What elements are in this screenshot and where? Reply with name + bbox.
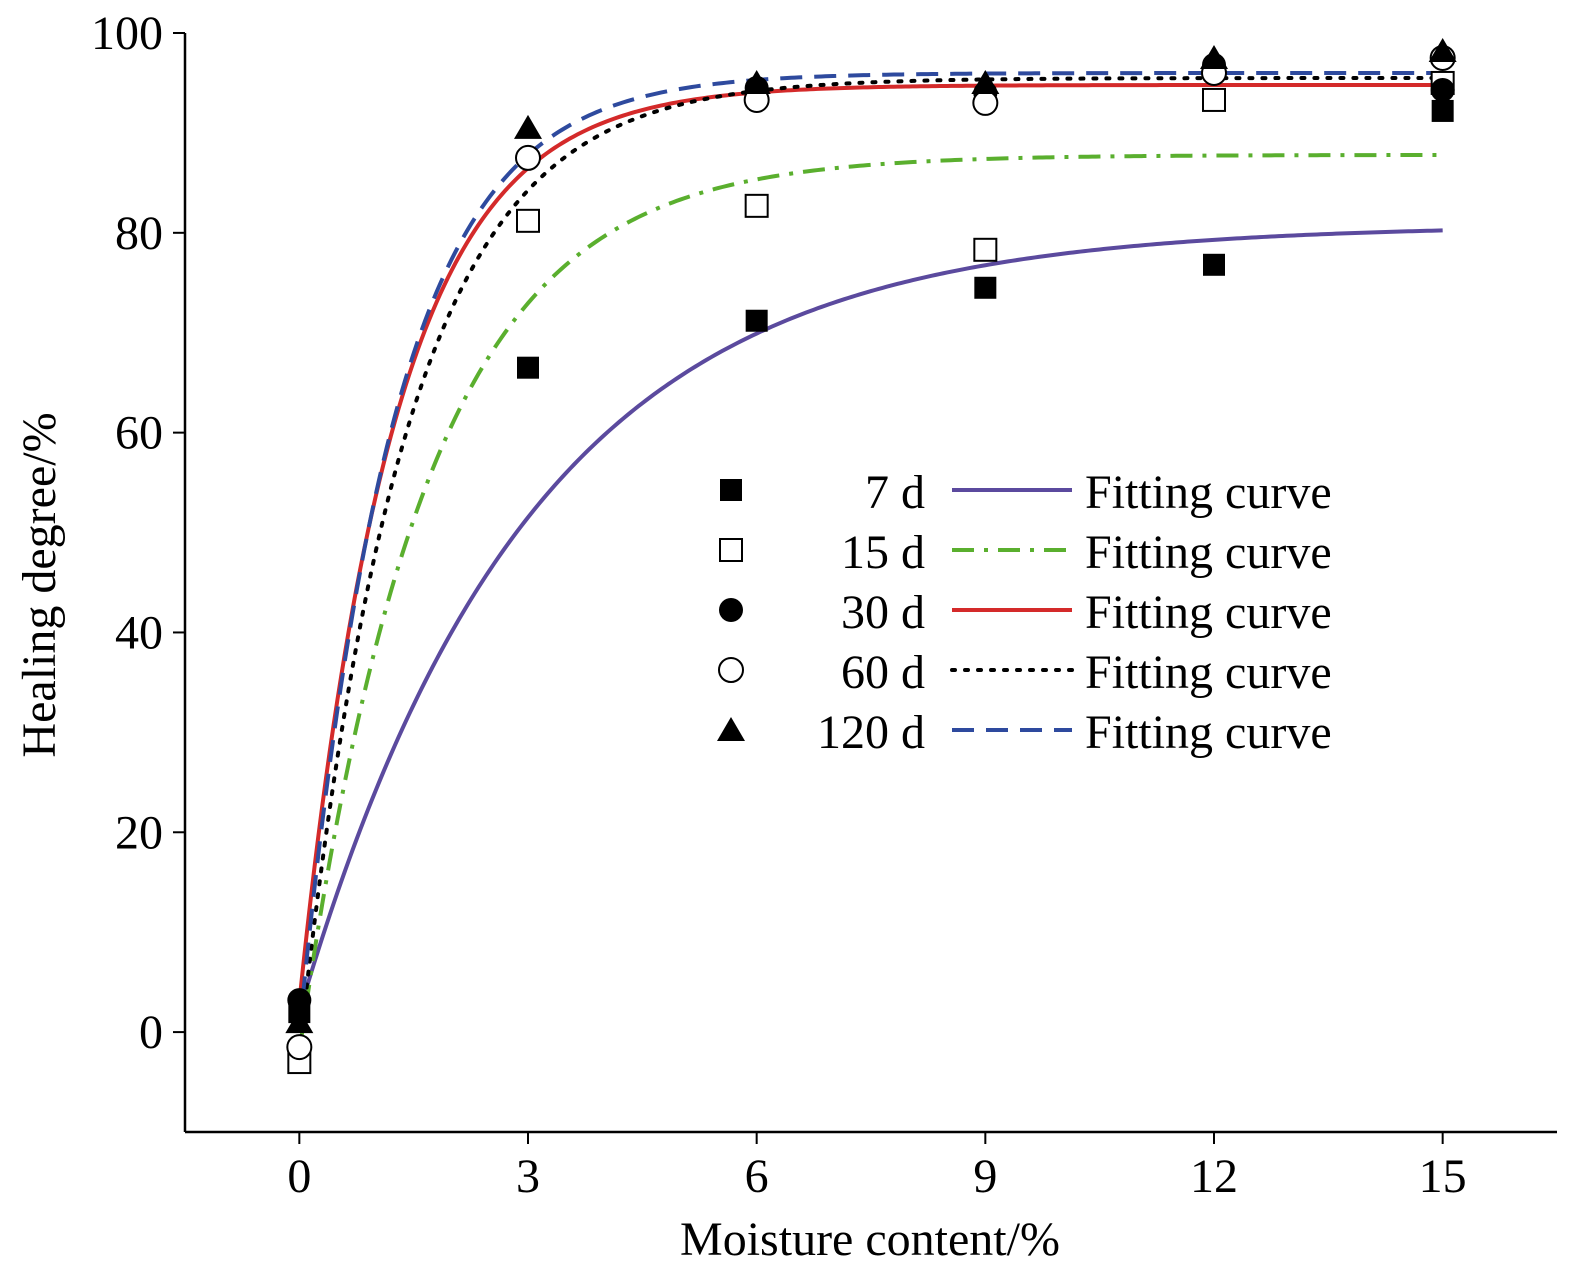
legend-fit-label: Fitting curve <box>1085 526 1332 579</box>
axes: 0 3 6 9 12 15 0 20 40 60 80 100 <box>91 7 1557 1203</box>
legend-fit-label: Fitting curve <box>1085 466 1332 519</box>
data-point-7d <box>1203 253 1225 276</box>
data-points <box>285 37 1457 1075</box>
fit-curve-120d <box>297 70 1443 1033</box>
legend-marker <box>717 717 745 741</box>
fit-curve-7d <box>297 228 1443 1013</box>
fit-lines <box>297 70 1445 1055</box>
fit-curve-30d <box>297 82 1443 1003</box>
x-tick-label: 6 <box>745 1150 769 1203</box>
y-tick-label: 0 <box>139 1006 163 1059</box>
y-tick-label: 20 <box>115 806 163 859</box>
legend-fit-label: Fitting curve <box>1085 586 1332 639</box>
data-point-7d <box>517 356 539 379</box>
legend-series-label: 7 d <box>865 466 925 519</box>
fit-curve-60d <box>297 75 1445 1055</box>
y-tick-label: 100 <box>91 7 163 60</box>
legend-marker <box>719 538 743 562</box>
legend-series-label: 120 d <box>817 706 925 759</box>
data-point-15d <box>973 237 998 262</box>
x-axis-label: Moisture content/% <box>680 1213 1060 1266</box>
data-point-120d <box>514 114 542 139</box>
legend-marker <box>720 479 742 501</box>
data-point-60d <box>972 89 999 116</box>
data-point-30d <box>287 988 312 1013</box>
data-point-120d <box>1428 37 1457 62</box>
data-point-120d <box>1200 44 1228 69</box>
y-tick-label: 40 <box>115 606 163 659</box>
data-point-7d <box>1431 99 1454 122</box>
y-tick-label: 60 <box>115 407 163 460</box>
legend-fit-label: Fitting curve <box>1085 646 1332 699</box>
y-tick-label: 80 <box>115 207 163 260</box>
legend-marker <box>719 598 743 622</box>
x-tick-label: 12 <box>1190 1150 1238 1203</box>
legend-series-label: 15 d <box>841 526 925 579</box>
legend-series-label: 30 d <box>841 586 925 639</box>
data-point-60d <box>286 1034 313 1061</box>
legend-marker <box>718 657 744 683</box>
y-axis-label: Healing degree/% <box>13 412 66 757</box>
data-point-120d <box>742 69 771 94</box>
x-tick-label: 9 <box>973 1150 997 1203</box>
data-point-30d <box>1430 77 1455 102</box>
fit-curve-15d <box>297 153 1443 1053</box>
data-point-60d <box>515 144 541 171</box>
data-point-120d <box>971 69 1000 94</box>
x-tick-label: 0 <box>287 1150 311 1203</box>
legend-series-label: 60 d <box>841 646 925 699</box>
data-point-120d <box>285 1009 314 1034</box>
data-point-15d <box>1202 87 1226 112</box>
data-point-15d <box>516 208 540 233</box>
data-point-15d <box>744 193 769 218</box>
legend-fit-label: Fitting curve <box>1085 706 1332 759</box>
x-tick-label: 15 <box>1419 1150 1467 1203</box>
legend: 7 d Fitting curve 15 d Fitting curve 30 d Fit… <box>717 466 1332 759</box>
data-point-7d <box>745 309 768 332</box>
x-tick-label: 3 <box>516 1150 540 1203</box>
data-point-7d <box>974 276 997 299</box>
